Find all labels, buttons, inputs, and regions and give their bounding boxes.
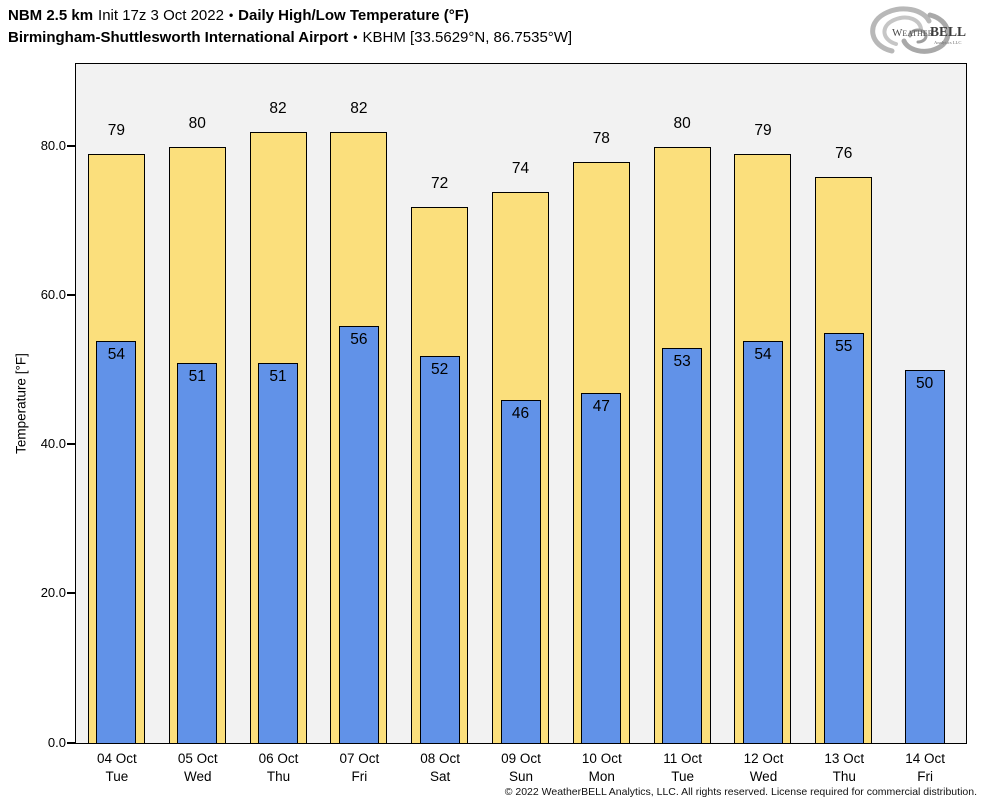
- x-tick: 11 Oct Tue: [638, 750, 728, 786]
- init-time: Init 17z 3 Oct 2022: [98, 7, 224, 24]
- y-axis-label: Temperature [°F]: [13, 353, 29, 454]
- station-id: KBHM [33.5629°N, 86.7535°W]: [362, 29, 573, 46]
- low-value-label: 52: [431, 360, 449, 378]
- x-tick-date: 09 Oct: [501, 751, 541, 766]
- y-tick-label: 20.0: [40, 585, 66, 601]
- x-tick-day: Tue: [671, 769, 694, 784]
- x-tick-date: 14 Oct: [905, 751, 945, 766]
- low-value-label: 50: [915, 375, 934, 393]
- y-tick-label: 0.0: [47, 734, 66, 750]
- x-tick-date: 13 Oct: [824, 751, 865, 766]
- low-bar: [419, 355, 460, 743]
- x-tick-date: 07 Oct: [339, 751, 380, 766]
- x-tick: 09 Oct Sun: [476, 750, 566, 786]
- high-value-label: 79: [754, 122, 772, 140]
- x-tick: 05 Oct Wed: [153, 750, 243, 786]
- y-tick-mark: [67, 592, 75, 595]
- low-bar: [742, 340, 783, 743]
- low-value-label: 54: [754, 345, 772, 363]
- metric-title: Daily High/Low Temperature (°F): [238, 7, 469, 24]
- copyright-text: © 2022 WeatherBELL Analytics, LLC. All r…: [504, 786, 977, 798]
- y-tick-mark: [67, 443, 75, 446]
- x-tick-date: 04 Oct: [97, 751, 137, 766]
- x-tick-date: 10 Oct: [581, 751, 622, 766]
- low-bar: [338, 325, 379, 743]
- high-value-label: 82: [350, 100, 368, 118]
- weatherbell-logo: Weather BELL Analytics LLC: [858, 2, 980, 60]
- y-tick-label: 40.0: [40, 436, 66, 452]
- low-bar: [96, 340, 137, 743]
- y-tick-label: 80.0: [40, 138, 66, 154]
- x-tick: 12 Oct Wed: [718, 750, 808, 786]
- y-tick-mark: [67, 741, 75, 744]
- y-tick-mark: [67, 294, 75, 297]
- low-value-label: 56: [350, 330, 368, 348]
- x-tick-day: Wed: [183, 769, 212, 784]
- high-value-label: 80: [673, 114, 691, 132]
- logo-text-subtitle: Analytics LLC: [934, 40, 961, 45]
- chart-title-line2: Birmingham-Shuttlesworth International A…: [8, 28, 572, 47]
- title-separator: •: [228, 8, 234, 22]
- plot-area: 79 54 80 51 82 51 82 56 72 52 74 46 78 47 80 53 79 54 76 55…: [75, 63, 967, 744]
- x-tick-day: Sun: [508, 769, 534, 784]
- low-bar: [500, 400, 541, 743]
- low-bar: [581, 392, 622, 743]
- low-bar: [258, 363, 299, 743]
- high-value-label: 79: [107, 122, 126, 140]
- x-tick-day: Fri: [917, 769, 933, 784]
- logo-text-bell: BELL: [930, 24, 966, 39]
- high-value-label: 74: [511, 159, 530, 177]
- low-value-label: 46: [511, 405, 530, 423]
- x-tick-date: 06 Oct: [258, 751, 299, 766]
- x-tick-date: 08 Oct: [420, 751, 461, 766]
- x-tick: 07 Oct Fri: [314, 750, 404, 786]
- x-tick-day: Mon: [588, 769, 615, 784]
- y-tick-mark: [67, 145, 75, 148]
- model-name: NBM 2.5 km: [8, 7, 94, 24]
- low-value-label: 55: [835, 338, 853, 356]
- title-separator: •: [353, 30, 358, 44]
- logo-text-weather: Weather: [892, 27, 934, 39]
- low-value-label: 53: [673, 353, 691, 371]
- low-bar: [823, 333, 864, 743]
- x-tick: 10 Oct Mon: [557, 750, 647, 786]
- x-tick: 13 Oct Thu: [799, 750, 889, 786]
- x-tick-day: Wed: [749, 769, 778, 784]
- x-tick: 08 Oct Sat: [395, 750, 485, 786]
- high-value-label: 80: [188, 114, 206, 132]
- x-tick-day: Tue: [105, 769, 129, 784]
- low-value-label: 54: [107, 345, 126, 363]
- low-bar: [904, 370, 945, 743]
- y-tick-label: 60.0: [40, 287, 66, 303]
- x-tick: 04 Oct Tue: [72, 750, 162, 786]
- low-value-label: 47: [592, 397, 610, 415]
- chart-title-line1: NBM 2.5 km Init 17z 3 Oct 2022 • Daily H…: [8, 6, 469, 25]
- low-bar: [177, 363, 218, 743]
- x-tick-day: Fri: [351, 769, 368, 784]
- x-tick-day: Sat: [430, 769, 451, 784]
- low-value-label: 51: [269, 368, 287, 386]
- low-value-label: 51: [188, 368, 206, 386]
- high-value-label: 78: [592, 129, 610, 147]
- x-tick-date: 05 Oct: [177, 751, 218, 766]
- x-tick-date: 12 Oct: [743, 751, 784, 766]
- logo-swirl-icon: Weather BELL Analytics LLC: [870, 6, 966, 54]
- x-tick-day: Thu: [832, 769, 856, 784]
- station-name: Birmingham-Shuttlesworth International A…: [8, 29, 349, 46]
- high-value-label: 76: [835, 144, 853, 162]
- high-value-label: 72: [431, 174, 449, 192]
- low-bar: [662, 348, 703, 743]
- high-value-label: 82: [269, 100, 287, 118]
- x-tick: 14 Oct Fri: [880, 750, 970, 786]
- x-tick-day: Thu: [266, 769, 291, 784]
- x-tick: 06 Oct Thu: [234, 750, 324, 786]
- x-tick-date: 11 Oct: [663, 751, 703, 766]
